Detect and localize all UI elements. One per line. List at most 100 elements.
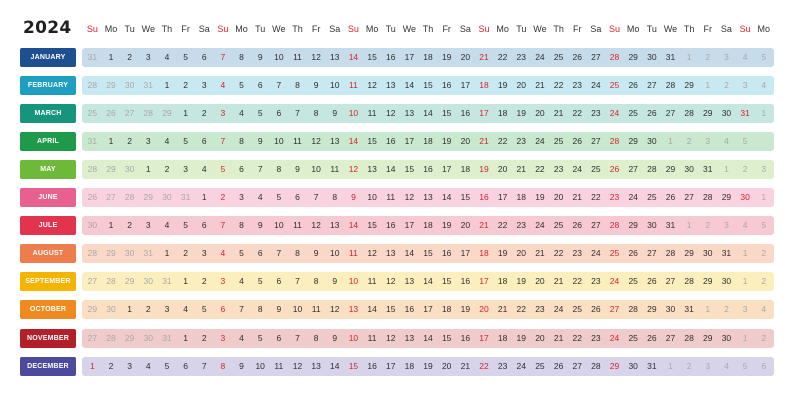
month-label: NOVEMBER: [20, 328, 76, 348]
weekday-header-we: We: [533, 24, 547, 34]
day-cell: 15: [441, 276, 452, 287]
day-cell: 29: [703, 276, 713, 287]
day-cell: 10: [274, 136, 284, 147]
day-cell: 4: [239, 276, 244, 287]
day-cell: 17: [441, 164, 452, 175]
day-cell: 14: [423, 276, 433, 287]
day-cell: 26: [628, 80, 638, 91]
day-cell: 25: [628, 108, 638, 119]
day-cell: 6: [201, 52, 207, 62]
day-cell: 7: [220, 136, 226, 147]
day-cell: 1: [201, 192, 207, 203]
day-cell: 20: [460, 220, 471, 231]
day-cell: 3: [127, 360, 132, 371]
day-cell: 21: [497, 304, 508, 315]
day-cell: 3: [239, 192, 244, 203]
day-cell: 20: [460, 52, 471, 62]
day-cell: 16: [460, 108, 471, 119]
day-cell: 5: [257, 332, 263, 343]
day-cell: 17: [460, 80, 471, 91]
adjacent-month-day: 3: [742, 80, 748, 91]
day-cell: 31: [647, 360, 657, 371]
weekday-header-fr: Fr: [572, 24, 582, 34]
day-cell: 9: [313, 248, 319, 259]
weekday-header-we: We: [402, 24, 417, 34]
day-cell: 7: [295, 276, 300, 287]
day-cell: 25: [628, 276, 638, 287]
day-cell: 2: [183, 248, 188, 259]
day-cell: 12: [386, 276, 396, 287]
day-cell: 28: [684, 276, 694, 287]
weekday-header-mo: Mo: [757, 24, 770, 34]
weekday-header-su: Su: [217, 24, 229, 34]
day-cell: 12: [367, 248, 377, 259]
day-cell: 11: [349, 80, 358, 91]
day-cell: 12: [386, 332, 396, 343]
day-cell: 17: [404, 136, 415, 147]
day-cell: 23: [591, 276, 601, 287]
day-cell: 20: [516, 80, 527, 91]
day-cell: 22: [497, 220, 508, 231]
day-cell: 17: [479, 276, 489, 287]
day-cell: 24: [591, 248, 601, 259]
day-cell: 14: [348, 220, 359, 231]
day-cell: 24: [516, 360, 527, 371]
day-cell: 29: [703, 332, 713, 343]
day-cell: 28: [609, 136, 620, 147]
day-cell: 9: [276, 304, 282, 315]
day-cell: 29: [665, 164, 676, 175]
day-cell: 20: [553, 192, 564, 203]
day-cell: 24: [572, 164, 582, 175]
day-cell: 12: [292, 360, 303, 371]
day-cell: 16: [367, 360, 377, 371]
weekday-header-tu: Tu: [255, 24, 266, 34]
day-cell: 6: [201, 220, 207, 231]
adjacent-month-day: 5: [761, 220, 767, 231]
day-cell: 26: [647, 108, 657, 119]
day-cell: 28: [591, 360, 601, 371]
month-band: [82, 216, 774, 236]
day-cell: 11: [293, 52, 302, 62]
adjacent-month-day: 26: [106, 108, 116, 119]
day-cell: 29: [647, 304, 657, 315]
day-cell: 15: [404, 164, 415, 175]
day-cell: 13: [311, 360, 321, 371]
weekday-header-th: Th: [292, 24, 303, 34]
day-cell: 29: [684, 80, 694, 91]
day-cell: 6: [276, 108, 282, 119]
adjacent-month-day: 28: [87, 164, 98, 175]
day-cell: 6: [239, 164, 244, 175]
day-cell: 10: [330, 248, 340, 259]
adjacent-month-day: 2: [761, 248, 767, 259]
day-cell: 30: [628, 360, 638, 371]
day-cell: 27: [591, 52, 601, 62]
day-cell: 13: [404, 332, 415, 343]
month-band: [82, 356, 774, 376]
day-cell: 28: [665, 80, 676, 91]
adjacent-month-day: 1: [724, 164, 729, 175]
day-cell: 18: [497, 276, 508, 287]
adjacent-month-day: 1: [761, 108, 767, 119]
day-cell: 18: [497, 332, 508, 343]
day-cell: 12: [311, 220, 321, 231]
day-cell: 11: [367, 276, 377, 287]
day-cell: 3: [220, 276, 226, 287]
adjacent-month-day: 1: [761, 192, 767, 203]
day-cell: 2: [127, 136, 132, 147]
day-cell: 26: [572, 52, 582, 62]
adjacent-month-day: 1: [686, 220, 692, 231]
day-cell: 4: [201, 164, 207, 175]
adjacent-month-day: 2: [742, 164, 748, 175]
day-cell: 13: [330, 52, 340, 62]
day-cell: 22: [553, 248, 564, 259]
day-cell: 23: [572, 248, 582, 259]
adjacent-month-day: 27: [87, 276, 98, 287]
adjacent-month-day: 1: [668, 136, 673, 147]
day-cell: 19: [423, 360, 433, 371]
day-cell: 19: [460, 304, 471, 315]
day-cell: 23: [516, 136, 527, 147]
day-cell: 19: [516, 332, 527, 343]
day-cell: 19: [479, 164, 489, 175]
day-cell: 14: [348, 52, 359, 62]
day-cell: 18: [404, 360, 415, 371]
